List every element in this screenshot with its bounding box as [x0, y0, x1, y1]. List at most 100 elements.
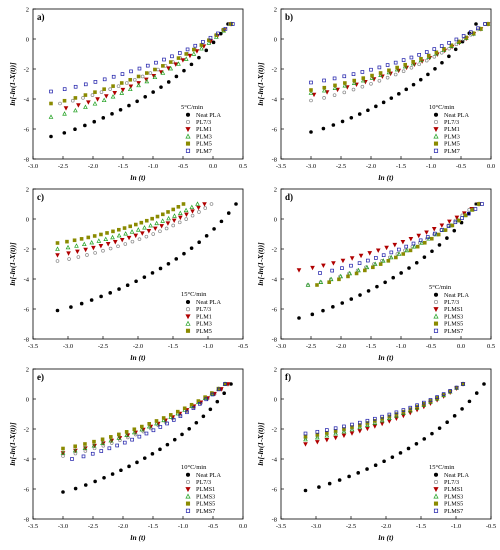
- x-tick-label: -2.0: [381, 523, 391, 530]
- legend-marker: [433, 292, 439, 297]
- data-point: [194, 420, 199, 425]
- legend-label: PL7/3: [196, 479, 211, 486]
- data-point: [454, 37, 459, 42]
- data-point: [480, 202, 484, 206]
- data-point: [140, 231, 145, 236]
- data-point: [96, 238, 102, 243]
- data-point: [447, 54, 451, 59]
- data-point: [436, 232, 441, 237]
- data-point: [160, 218, 166, 223]
- panel-c: -3.5 -3.0 -2.5 -2.0 -1.5 -1.0 -0.5 -8 -6 -4 -2 0 2 c)…: [8, 186, 248, 362]
- data-point: [193, 43, 198, 48]
- data-point: [305, 282, 311, 287]
- data-point: [185, 410, 189, 415]
- data-point: [365, 421, 370, 425]
- data-point: [318, 279, 324, 284]
- panel-label: e): [37, 372, 44, 382]
- x-axis-label: ln (t): [130, 533, 146, 542]
- data-point: [110, 94, 116, 99]
- panel-label: b): [285, 12, 293, 22]
- data-point: [337, 277, 341, 282]
- data-point: [404, 87, 409, 92]
- data-point: [201, 414, 206, 419]
- data-point: [134, 222, 138, 227]
- x-tick-label: -2.0: [336, 343, 346, 350]
- data-point: [473, 207, 478, 211]
- data-point: [74, 243, 79, 248]
- data-point: [127, 464, 131, 469]
- legend-marker: [433, 493, 439, 499]
- data-point: [173, 62, 179, 67]
- panel-label: c): [37, 192, 44, 202]
- data-point: [330, 268, 334, 273]
- x-tick-label: 0.0: [487, 163, 495, 170]
- data-point: [158, 425, 163, 429]
- data-point: [447, 46, 451, 51]
- data-point: [151, 428, 156, 433]
- data-point: [90, 93, 95, 97]
- y-tick-label: 2: [26, 366, 29, 373]
- data-point: [409, 55, 414, 60]
- data-point: [349, 263, 353, 268]
- data-point: [99, 90, 104, 94]
- data-point: [327, 481, 332, 486]
- data-point: [146, 423, 152, 429]
- data-point: [152, 226, 158, 232]
- data-point: [351, 80, 357, 85]
- legend-marker: [185, 148, 191, 153]
- data-point: [65, 244, 71, 250]
- data-point: [363, 268, 367, 273]
- x-tick-label: -2.0: [133, 343, 143, 350]
- data-point: [346, 274, 350, 279]
- data-point: [308, 90, 314, 95]
- legend-label: Neat PLA: [196, 472, 221, 479]
- data-point: [378, 71, 383, 75]
- data-point: [190, 213, 195, 218]
- y-tick-label: -4: [272, 276, 278, 283]
- data-point: [103, 236, 109, 241]
- data-point: [360, 84, 365, 89]
- x-tick-label: -3.5: [28, 343, 38, 350]
- x-tick-label: -1.0: [396, 343, 406, 350]
- data-point: [337, 478, 342, 482]
- y-tick-label: 2: [274, 366, 277, 373]
- data-point: [477, 202, 481, 206]
- data-point: [380, 414, 384, 419]
- data-point: [151, 232, 156, 236]
- data-point: [142, 275, 147, 279]
- data-point: [146, 229, 152, 234]
- data-point: [447, 41, 451, 45]
- data-point: [203, 206, 208, 210]
- data-point: [189, 62, 194, 67]
- data-point: [454, 385, 459, 390]
- data-point: [108, 246, 113, 251]
- data-point: [171, 418, 176, 422]
- data-point: [183, 207, 189, 213]
- data-point: [411, 241, 416, 246]
- data-point: [182, 251, 186, 256]
- data-point: [349, 115, 354, 120]
- data-point: [340, 258, 346, 264]
- data-point: [483, 22, 487, 26]
- data-point: [389, 96, 394, 100]
- data-point: [194, 49, 200, 54]
- data-point: [129, 69, 133, 74]
- x-tick-label: -2.0: [118, 523, 128, 530]
- data-point: [374, 104, 378, 109]
- data-point: [92, 101, 98, 106]
- data-point: [60, 450, 66, 455]
- data-point: [101, 248, 105, 253]
- data-point: [373, 419, 377, 423]
- data-point: [117, 432, 121, 437]
- data-point: [303, 436, 308, 442]
- data-point: [70, 457, 74, 461]
- data-point: [457, 39, 461, 44]
- data-point: [161, 416, 166, 420]
- data-point: [411, 59, 415, 64]
- data-point: [310, 265, 315, 271]
- legend-marker: [185, 133, 191, 139]
- data-point: [365, 418, 370, 423]
- data-point: [435, 396, 439, 400]
- data-point: [197, 55, 201, 60]
- data-point: [310, 312, 315, 317]
